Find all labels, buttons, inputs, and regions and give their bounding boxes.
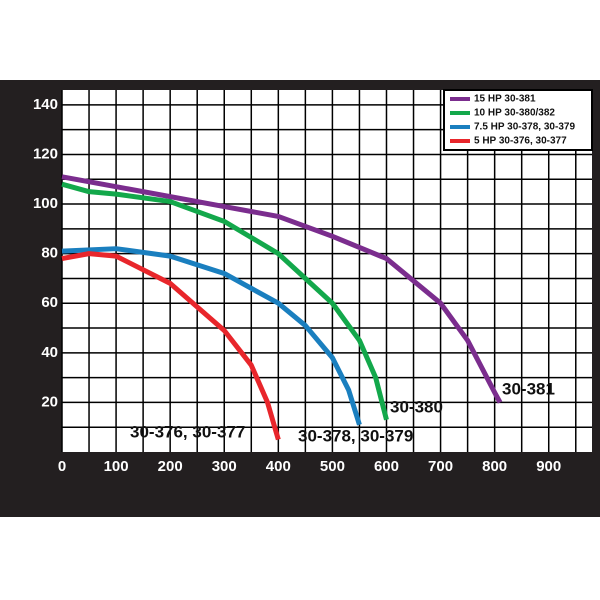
y-tick-label: 40 [41,344,58,361]
curve [61,251,281,441]
lines [61,174,503,441]
legend-label: 5 HP 30-376, 30-377 [474,136,567,147]
curve [61,181,389,421]
y-tick-label: 120 [33,145,58,162]
x-tick-label: 500 [320,458,345,475]
legend-label: 10 HP 30-380/382 [474,108,555,119]
x-tick-label: 900 [536,458,561,475]
x-tick-label: 600 [374,458,399,475]
x-tick-label: 700 [428,458,453,475]
y-tick-label: 140 [33,96,58,113]
curve-annotation: 30-380 [390,397,443,416]
grid [61,90,592,452]
y-tick-label: 80 [41,245,58,262]
x-tick-label: 100 [104,458,129,475]
x-tick-label: 400 [266,458,291,475]
x-tick-label: 300 [212,458,237,475]
curve-annotation: 30-381 [502,379,555,398]
legend-label: 7.5 HP 30-378, 30-379 [474,122,575,133]
labels: 0 100 200 300 400 500 600 700 800 900 20 40 60 80 100 1… [33,96,561,475]
x-tick-label: 0 [58,458,66,475]
curve-annotation: 30-376, 30-377 [130,422,245,441]
y-tick-label: 100 [33,195,58,212]
curve [61,246,362,426]
curve-annotation: 30-378, 30-379 [298,426,413,445]
x-tick-label: 200 [158,458,183,475]
x-tick-label: 800 [482,458,507,475]
legend: 15 HP 30-381 10 HP 30-380/382 7.5 HP 30-37… [450,94,575,147]
y-tick-label: 20 [41,393,58,410]
y-tick-label: 60 [41,294,58,311]
curve [61,174,503,404]
legend-label: 15 HP 30-381 [474,94,536,105]
